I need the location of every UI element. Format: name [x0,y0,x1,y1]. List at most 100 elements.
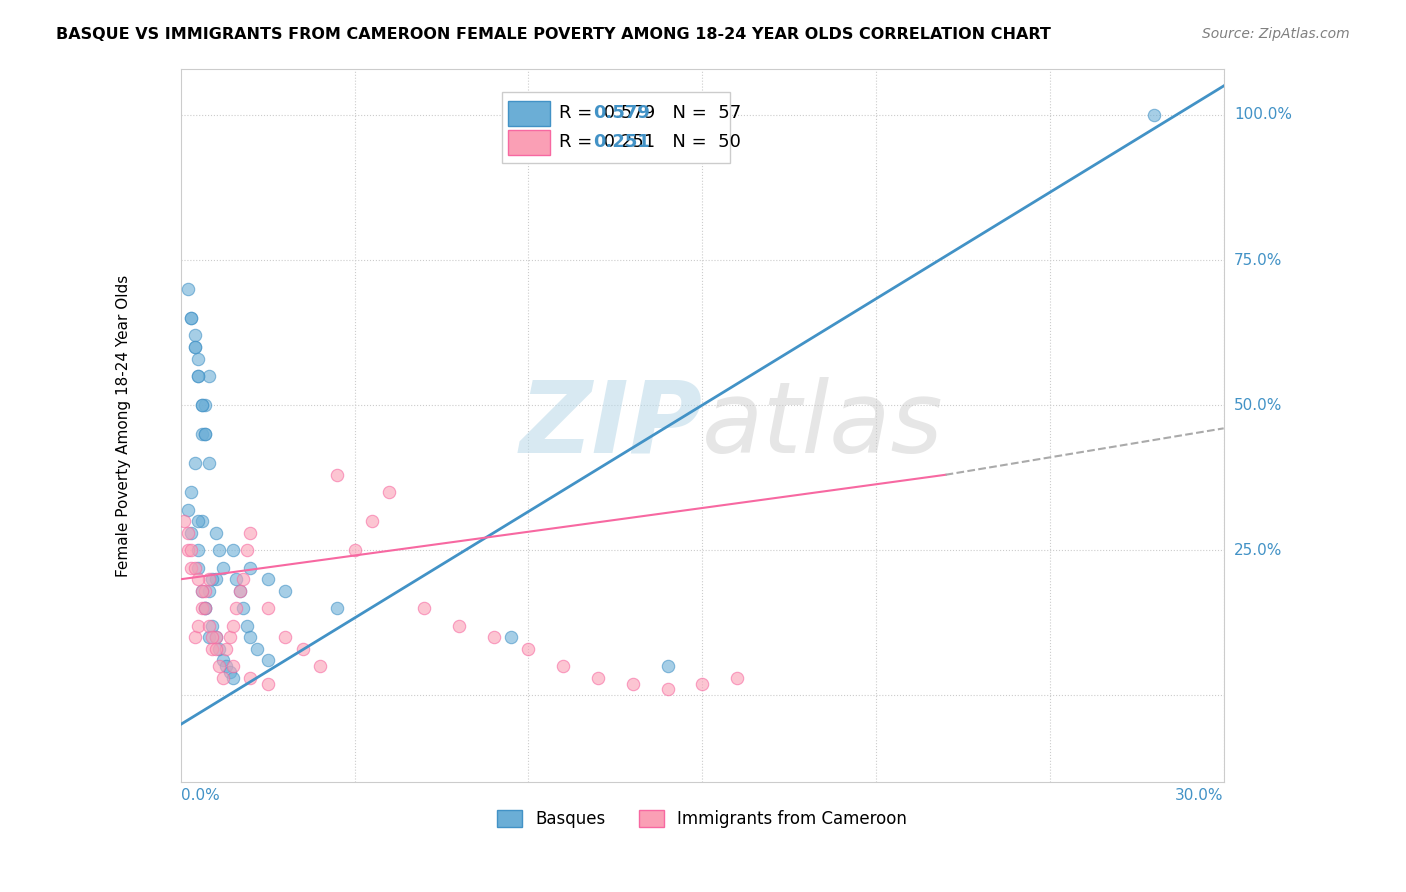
Point [180,543,202,558]
Text: 30.0%: 30.0% [1175,789,1223,803]
Point [211,653,233,667]
Point [180,560,202,574]
Point [553,659,575,673]
Point [190,583,212,598]
Point [222,671,245,685]
Point [184,456,207,470]
Point [1143,108,1166,122]
Point [190,427,212,442]
Text: Female Poverty Among 18-24 Year Olds: Female Poverty Among 18-24 Year Olds [115,275,131,576]
Point [361,514,384,528]
Text: R =  0.251   N =  50: R = 0.251 N = 50 [560,133,741,151]
Point [187,543,209,558]
Point [197,572,219,586]
Point [239,630,262,644]
Point [184,630,207,644]
Point [197,630,219,644]
Point [190,601,212,615]
Point [246,641,269,656]
Point [657,682,679,697]
Point [194,427,217,442]
Point [482,630,505,644]
Point [190,398,212,412]
Point [187,560,209,574]
Point [197,618,219,632]
Text: 100.0%: 100.0% [1234,107,1292,122]
Text: atlas: atlas [702,377,943,474]
Point [208,659,231,673]
Point [204,525,226,540]
Point [222,618,245,632]
Point [190,514,212,528]
Point [208,641,231,656]
Point [208,543,231,558]
Point [239,525,262,540]
Point [222,543,245,558]
Point [256,601,278,615]
Point [190,583,212,598]
Text: 25.0%: 25.0% [1234,542,1282,558]
Point [204,641,226,656]
Point [447,618,470,632]
Point [378,485,401,500]
Point [194,427,217,442]
Point [236,543,259,558]
Point [343,543,366,558]
Point [725,671,748,685]
Point [204,630,226,644]
Point [180,525,202,540]
Point [211,560,233,574]
FancyBboxPatch shape [509,130,550,155]
Point [236,618,259,632]
Point [177,543,200,558]
Point [187,351,209,366]
Point [184,340,207,354]
Point [204,572,226,586]
Point [517,641,540,656]
Point [274,630,297,644]
Point [218,665,240,679]
Text: BASQUE VS IMMIGRANTS FROM CAMEROON FEMALE POVERTY AMONG 18-24 YEAR OLDS CORRELAT: BASQUE VS IMMIGRANTS FROM CAMEROON FEMAL… [56,27,1052,42]
Text: 0.251: 0.251 [593,133,650,151]
Point [232,572,254,586]
Point [190,398,212,412]
Point [187,618,209,632]
Point [194,583,217,598]
Point [225,572,247,586]
Point [201,618,224,632]
Point [239,671,262,685]
Point [201,641,224,656]
Text: 50.0%: 50.0% [1234,398,1282,413]
Point [177,502,200,516]
Text: ZIP: ZIP [519,377,702,474]
Point [197,369,219,384]
Text: 75.0%: 75.0% [1234,252,1282,268]
Point [180,311,202,326]
Point [586,671,609,685]
Point [177,282,200,296]
Point [218,630,240,644]
Point [256,653,278,667]
Point [187,369,209,384]
Text: 0.579: 0.579 [593,104,650,122]
Point [326,467,349,482]
Point [225,601,247,615]
Point [197,583,219,598]
Point [184,340,207,354]
Point [501,630,523,644]
Point [256,676,278,690]
Point [232,601,254,615]
Point [215,641,238,656]
FancyBboxPatch shape [502,92,731,162]
Point [173,514,195,528]
Point [274,583,297,598]
Point [309,659,332,673]
Point [180,311,202,326]
Point [184,328,207,343]
Point [184,560,207,574]
Point [256,572,278,586]
Text: R =  0.579   N =  57: R = 0.579 N = 57 [560,104,741,122]
Text: Source: ZipAtlas.com: Source: ZipAtlas.com [1202,27,1350,41]
Point [204,630,226,644]
Point [194,601,217,615]
